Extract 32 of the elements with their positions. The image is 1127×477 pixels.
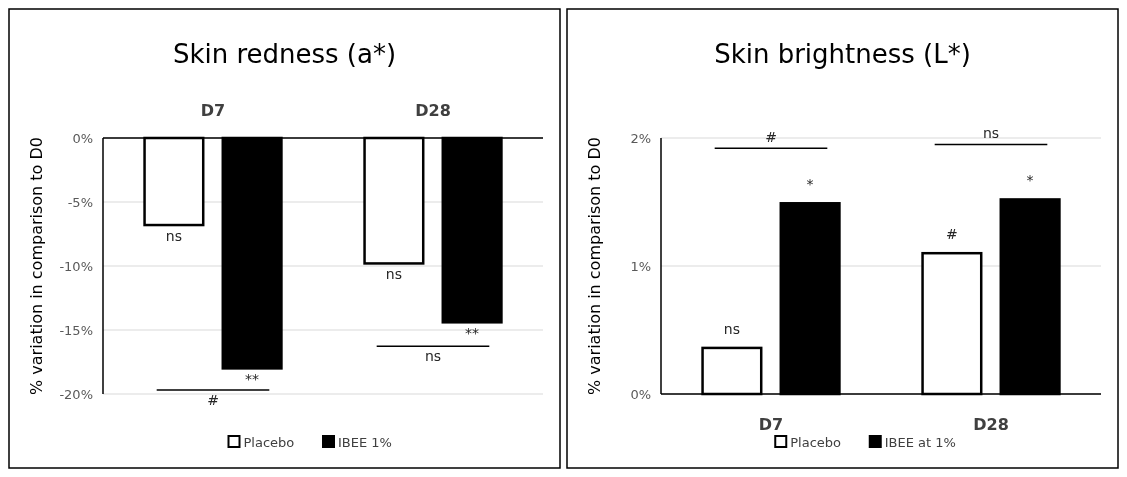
x-tick-label: D28 [973, 415, 1009, 434]
legend-label: IBEE 1% [338, 435, 392, 450]
y-tick-label: -5% [67, 194, 93, 210]
data-label: ns [385, 266, 402, 283]
y-tick-label: 0% [630, 386, 651, 402]
legend-label: IBEE at 1% [884, 435, 956, 450]
legend-label: Placebo [243, 435, 295, 450]
y-axis-title: % variation in comparison to D0 [27, 137, 46, 395]
x-tick-label: D28 [415, 101, 451, 120]
y-tick-label: 0% [72, 130, 93, 146]
y-tick-label: 2% [630, 130, 651, 146]
data-label: * [1026, 172, 1034, 189]
data-label: ns [165, 228, 182, 245]
data-label: ** [245, 371, 260, 388]
data-label: * [806, 176, 814, 193]
data-label: ** [465, 325, 480, 342]
y-tick-label: -10% [59, 258, 93, 274]
data-label: ns [723, 320, 740, 337]
x-tick-label: D7 [758, 415, 784, 434]
y-tick-label: 1% [630, 258, 651, 274]
chart-title: Skin redness (a*) [172, 39, 397, 69]
annotation: ns [424, 348, 442, 365]
x-tick-label: D7 [200, 101, 226, 120]
annotation: ns [982, 125, 1000, 142]
y-tick-label: -20% [59, 386, 93, 402]
annotation: # [765, 129, 777, 146]
chart-title: Skin brightness (L*) [714, 39, 971, 69]
annotation: # [207, 392, 219, 408]
y-axis-title: % variation in comparison to D0 [585, 137, 604, 395]
legend-label: Placebo [790, 435, 842, 450]
y-tick-label: -15% [59, 322, 93, 338]
data-label: # [946, 226, 958, 243]
